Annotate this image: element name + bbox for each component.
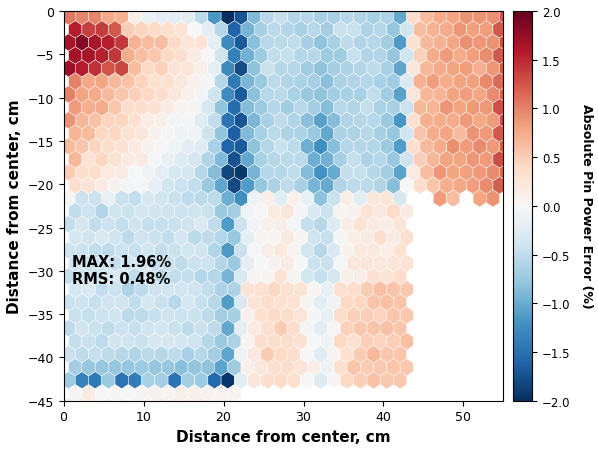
Text: MAX: 1.96%
RMS: 0.48%: MAX: 1.96% RMS: 0.48% — [72, 254, 170, 286]
Y-axis label: Absolute Pin Power Error (%): Absolute Pin Power Error (%) — [580, 104, 593, 308]
X-axis label: Distance from center, cm: Distance from center, cm — [176, 429, 391, 444]
Y-axis label: Distance from center, cm: Distance from center, cm — [7, 99, 22, 313]
